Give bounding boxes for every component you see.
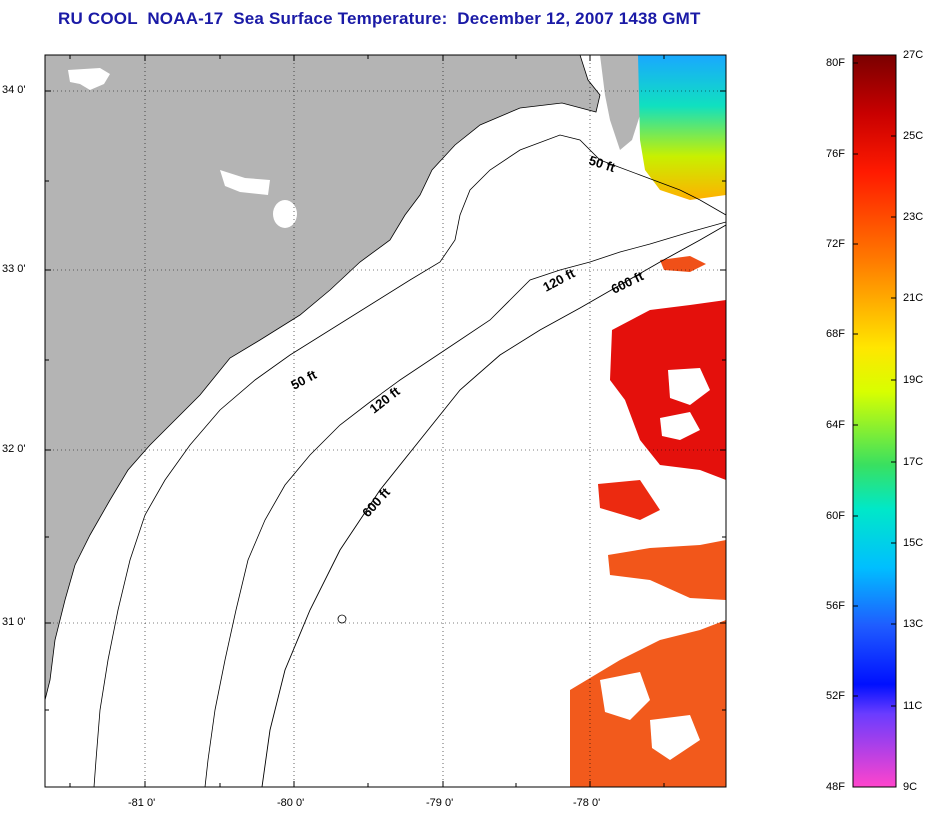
lat-label: 33 0' bbox=[2, 263, 26, 275]
colorbar-c-label: 17C bbox=[903, 456, 924, 468]
isobath-120ft bbox=[204, 221, 726, 787]
colorbar-f-label: 80F bbox=[826, 57, 845, 69]
isobath-label: 120 ft bbox=[367, 383, 404, 416]
colorbar-c-label: 11C bbox=[903, 700, 923, 712]
inland-water bbox=[68, 68, 110, 90]
isobath-label: 120 ft bbox=[540, 265, 578, 295]
sst-cool-patch bbox=[638, 55, 726, 200]
lon-label: -80 0' bbox=[277, 797, 305, 809]
graticule bbox=[45, 55, 726, 787]
lon-label: -79 0' bbox=[426, 797, 454, 809]
sst-redorange-patch bbox=[598, 480, 660, 520]
land-mass bbox=[45, 55, 600, 700]
axis-ticks bbox=[45, 55, 726, 787]
colorbar-f-label: 56F bbox=[826, 600, 845, 612]
sst-orange-patch bbox=[608, 540, 726, 600]
lon-label: -78 0' bbox=[573, 797, 601, 809]
isobath-label: 50 ft bbox=[587, 153, 618, 176]
inland-water bbox=[392, 232, 410, 252]
isobath-label: 600 ft bbox=[359, 484, 393, 520]
lat-label: 31 0' bbox=[2, 616, 26, 628]
sst-orange-patch bbox=[660, 256, 706, 272]
colorbar-c-label: 9C bbox=[903, 781, 918, 793]
colorbar-f-label: 48F bbox=[826, 781, 845, 793]
lat-label: 32 0' bbox=[2, 443, 26, 455]
colorbar-c-label: 13C bbox=[903, 618, 924, 630]
colorbar bbox=[852, 54, 897, 788]
lat-label: 34 0' bbox=[2, 84, 26, 96]
isobath-50ft bbox=[93, 134, 726, 787]
colorbar-f-label: 52F bbox=[826, 690, 845, 702]
lon-label: -81 0' bbox=[128, 797, 156, 809]
sst-red-patch bbox=[610, 300, 726, 480]
colorbar-f-label: 76F bbox=[826, 148, 845, 160]
colorbar-c-label: 27C bbox=[903, 49, 924, 61]
colorbar-c-label: 21C bbox=[903, 292, 924, 304]
isobath-label: 50 ft bbox=[288, 367, 319, 393]
colorbar-f-label: 60F bbox=[826, 510, 845, 522]
map-title: RU COOL NOAA-17 Sea Surface Temperature:… bbox=[58, 9, 701, 28]
colorbar-c-label: 25C bbox=[903, 130, 924, 142]
map-frame bbox=[44, 54, 727, 788]
inland-water bbox=[273, 200, 297, 228]
colorbar-c-label: 19C bbox=[903, 374, 924, 386]
isobath-600ft bbox=[261, 224, 726, 787]
colorbar-c-label: 15C bbox=[903, 537, 924, 549]
coastline bbox=[45, 55, 601, 701]
colorbar-c-label: 23C bbox=[903, 211, 924, 223]
colorbar-f-label: 68F bbox=[826, 328, 845, 340]
inland-water bbox=[220, 170, 270, 195]
isobath-label: 600 ft bbox=[609, 268, 647, 297]
colorbar-f-label: 72F bbox=[826, 238, 845, 250]
colorbar-ticks bbox=[853, 54, 896, 788]
colorbar-f-label: 64F bbox=[826, 419, 845, 431]
sst-orange-patch bbox=[570, 620, 726, 787]
land-mass-ne bbox=[600, 55, 640, 150]
